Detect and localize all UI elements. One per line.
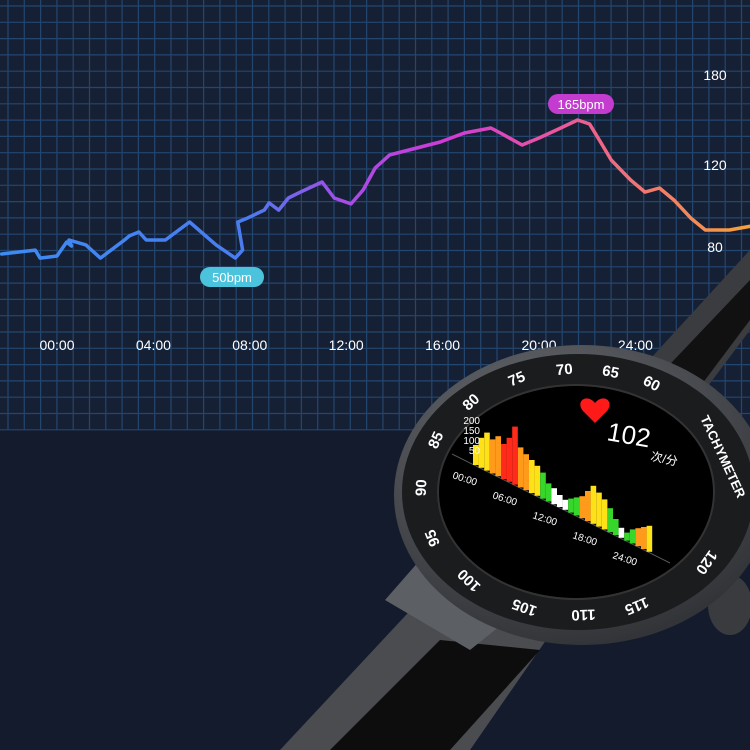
face-chart-bar [562,499,569,510]
face-chart-bar [489,439,496,474]
y-tick-label: 180 [703,67,727,83]
face-chart-bar [607,508,613,533]
face-chart-bar [646,525,653,552]
face-chart-bar [568,498,574,513]
face-chart-y-label: 200 [463,416,480,427]
face-chart-bar [478,437,485,468]
face-chart-y-label: 150 [463,426,480,437]
x-tick-label: 24:00 [618,337,653,353]
face-chart-bar [635,528,641,547]
face-chart-bar [517,447,524,488]
bezel-number: 70 [555,361,573,379]
y-tick-label: 80 [707,239,723,255]
face-chart-bar [557,495,563,507]
face-chart-bar [473,445,479,465]
face-chart-bar [618,527,625,538]
face-chart-bar [529,460,535,493]
face-chart-y-label: 50 [469,446,481,457]
bezel-number: 95 [422,527,444,549]
face-chart-bar [534,465,541,496]
bezel-number: 60 [640,372,663,395]
face-chart-baseline [451,453,671,564]
x-tick-label: 12:00 [329,337,364,353]
min-annotation-label: 50bpm [212,270,252,285]
bezel-number: 110 [571,606,596,624]
face-chart-bar [624,532,630,541]
face-chart-bar [540,472,546,499]
face-chart-bar [601,499,608,530]
x-tick-label: 00:00 [39,337,74,353]
face-chart-bar [523,454,529,491]
face-chart-bar [545,483,552,502]
x-tick-label: 08:00 [232,337,267,353]
face-chart-bar [641,527,647,549]
y-tick-label: 120 [703,157,727,173]
max-annotation-label: 165bpm [558,97,605,112]
face-chart-bar [506,437,513,482]
y-axis: 180 120 80 [703,67,727,255]
x-axis: 00:00 04:00 08:00 12:00 16:00 20:00 24:00 [39,337,653,353]
max-annotation: 165bpm [548,94,614,114]
x-tick-label: 04:00 [136,337,171,353]
bezel-number: 90 [413,479,431,496]
face-chart-bar [596,492,602,527]
face-chart-bar [512,426,518,485]
heart-rate-line [0,118,750,260]
heart-icon [580,398,610,423]
face-chart-bar [579,496,585,519]
min-annotation: 50bpm [200,267,264,287]
bezel-number: 65 [601,362,621,382]
face-chart-bar [585,491,591,521]
face-chart-bar [484,432,490,471]
face-chart-bar [551,488,557,505]
face-chart-bar [613,519,619,535]
bezel-number: 75 [506,368,528,390]
face-chart-bar [629,529,636,544]
face-chart-bar [573,497,580,516]
heart-rate-value: 102 [605,416,653,453]
face-chart-bar [501,444,507,479]
face-chart-bar [590,485,597,524]
x-tick-label: 16:00 [425,337,460,353]
face-chart-y-label: 100 [463,436,480,447]
face-chart-bar [495,436,501,477]
heart-rate-unit: 次/分 [649,449,679,468]
bezel-number: 85 [425,429,447,451]
